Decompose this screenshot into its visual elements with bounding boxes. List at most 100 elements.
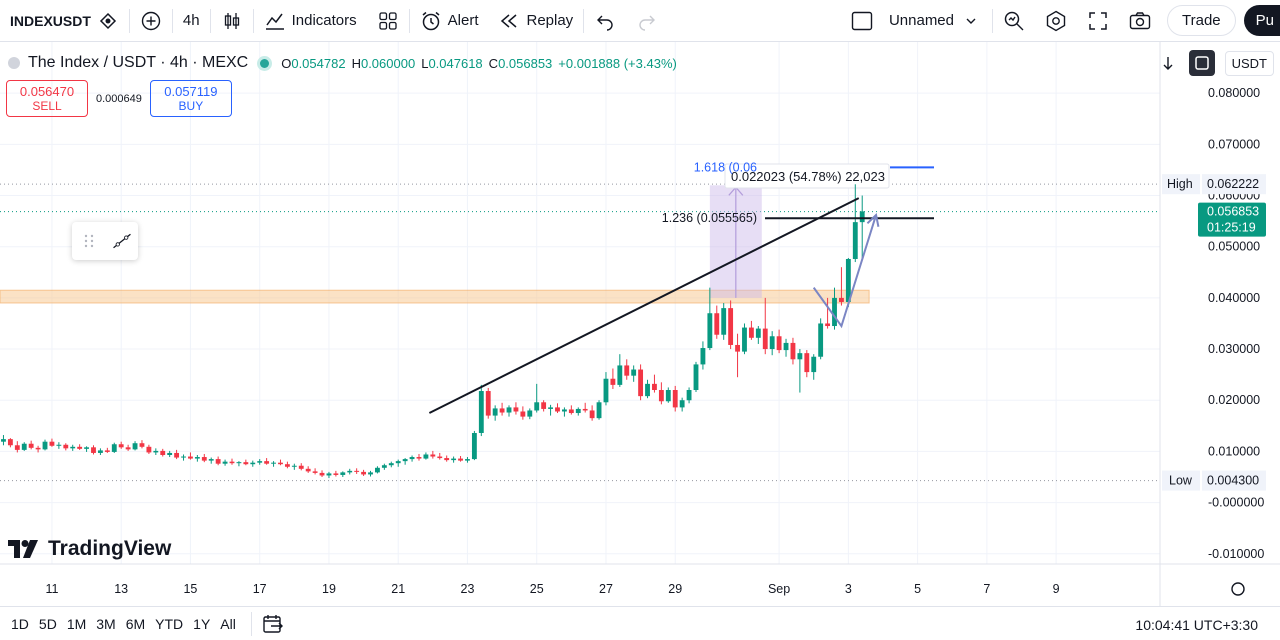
alert-label[interactable]: Alert xyxy=(447,12,479,29)
candle-body-down xyxy=(14,445,20,450)
last-price-value: 0.056853 xyxy=(1207,205,1259,219)
time-range-1y[interactable]: 1Y xyxy=(193,615,211,632)
snapshot-button[interactable] xyxy=(1119,0,1161,42)
time-range-1m[interactable]: 1M xyxy=(66,615,87,632)
candle-body-up xyxy=(181,456,186,458)
trendline[interactable] xyxy=(428,197,860,414)
sell-button[interactable]: 0.056470 SELL xyxy=(6,80,88,117)
object-tree-button[interactable] xyxy=(1188,50,1215,76)
layout-name[interactable]: Unnamed xyxy=(888,12,954,29)
time-range-6m[interactable]: 6M xyxy=(125,615,146,632)
undo-button[interactable] xyxy=(584,0,626,42)
ohlc-values: O0.054782 H0.060000 L0.047618 C0.056853 … xyxy=(281,56,677,71)
candle-body-down xyxy=(728,308,734,345)
candle-body-down xyxy=(762,328,768,350)
candle-body-up xyxy=(832,297,837,327)
candle-body-down xyxy=(541,402,547,409)
candle-body-down xyxy=(520,411,526,417)
candle-body-up xyxy=(340,472,346,475)
support-zone[interactable] xyxy=(0,289,870,304)
layers-icon xyxy=(1194,56,1209,70)
price-axis[interactable]: 0.0800000.0700000.0600000.0500000.040000… xyxy=(1208,86,1264,561)
fullscreen-button[interactable] xyxy=(1077,0,1119,42)
candle-body-up xyxy=(56,444,62,446)
go-to-date-icon[interactable] xyxy=(262,613,284,635)
high-tag-label: High xyxy=(1167,177,1193,191)
interval-label[interactable]: 4h xyxy=(182,12,200,29)
candle-body-down xyxy=(714,313,720,335)
publish-button[interactable]: Pu xyxy=(1243,5,1280,36)
candle-body-up xyxy=(208,459,214,461)
floating-drawing-toolbar[interactable] xyxy=(72,222,138,260)
candle-body-up xyxy=(769,336,775,350)
measure-tooltip: 0.022023 (54.78%) 22,023 xyxy=(731,169,885,184)
drawings[interactable]: 1.618 (0.06 1.236 (0.055565) xyxy=(428,160,934,414)
arrow-down-icon[interactable] xyxy=(1157,52,1179,74)
candle-body-up xyxy=(783,342,789,351)
trend-line-tool-icon[interactable] xyxy=(111,230,133,252)
high-tag-value: 0.062222 xyxy=(1207,177,1259,191)
time-range-all[interactable]: All xyxy=(220,615,236,632)
price-axis-label: -0.010000 xyxy=(1208,547,1264,561)
symbol-search[interactable]: INDEXUSDT xyxy=(0,0,129,42)
symbol-legend: The Index / USDT · 4h · MEXC O0.054782 H… xyxy=(0,50,677,76)
axis-settings-icon[interactable] xyxy=(1231,582,1245,596)
indicators-button[interactable]: Indicators xyxy=(254,0,367,42)
layout-menu[interactable]: Unnamed xyxy=(841,0,992,42)
support-zone-rect[interactable] xyxy=(0,289,870,304)
candle-body-down xyxy=(264,461,270,464)
time-range-ytd[interactable]: YTD xyxy=(155,615,184,632)
chart-title[interactable]: The Index / USDT · 4h · MEXC xyxy=(28,54,249,71)
candle-body-up xyxy=(271,462,276,464)
currency-selector[interactable]: USDT xyxy=(1224,50,1274,76)
alert-button[interactable]: Alert xyxy=(410,0,489,42)
clock[interactable]: 10:04:41 UTC+3:30 xyxy=(1135,617,1258,633)
sell-price: 0.056470 xyxy=(19,84,75,99)
candle-body-down xyxy=(28,443,34,448)
drag-handle-icon[interactable] xyxy=(78,230,100,252)
low-tag-label-bg xyxy=(1162,470,1200,491)
change-value: +0.001888 (+3.43%) xyxy=(558,55,677,71)
time-axis-label: 3 xyxy=(845,582,852,596)
quick-search-button[interactable] xyxy=(993,0,1035,42)
chart-type-button[interactable] xyxy=(211,0,253,42)
low-key: L xyxy=(421,55,429,71)
price-chart[interactable]: 0.022023 (54.78%) 22,023 1.618 (0.06 1.23… xyxy=(0,42,1280,606)
replay-button[interactable]: Replay xyxy=(488,0,583,42)
alarm-clock-icon xyxy=(420,10,442,32)
candle-body-down xyxy=(319,472,325,476)
chevron-down-icon[interactable] xyxy=(960,10,982,32)
candle-body-up xyxy=(21,443,27,450)
price-axis-label: 0.030000 xyxy=(1208,342,1260,356)
compare-button[interactable] xyxy=(130,0,172,42)
last-price-tag xyxy=(1198,202,1266,237)
candle-body-down xyxy=(7,439,13,446)
candle-body-up xyxy=(527,410,533,417)
buy-button[interactable]: 0.057119 BUY xyxy=(149,80,232,117)
interval-button[interactable]: 4h xyxy=(173,0,210,42)
indicators-label[interactable]: Indicators xyxy=(291,12,357,29)
trade-button[interactable]: Trade xyxy=(1167,5,1236,36)
candle-body-up xyxy=(742,327,747,352)
templates-button[interactable] xyxy=(367,0,409,42)
spread-value: 0.000649 xyxy=(96,92,142,105)
price-range-measure[interactable]: 0.022023 (54.78%) 22,023 xyxy=(709,163,890,298)
time-axis[interactable]: 11 13 15 17 19 21 23 25 27 29 Sep 3 5 7 9 xyxy=(45,582,1245,596)
replay-label[interactable]: Replay xyxy=(526,12,574,29)
redo-button[interactable] xyxy=(626,0,668,42)
camera-icon xyxy=(1129,10,1151,32)
candle-body-up xyxy=(561,409,567,412)
projection-path[interactable] xyxy=(812,214,878,329)
candle-body-down xyxy=(284,464,290,467)
time-range-1d[interactable]: 1D xyxy=(11,615,29,632)
candle-body-down xyxy=(672,390,678,408)
settings-button[interactable] xyxy=(1035,0,1077,42)
candle-body-down xyxy=(139,443,145,447)
symbol-name[interactable]: INDEXUSDT xyxy=(10,12,91,29)
time-range-3m[interactable]: 3M xyxy=(96,615,116,632)
candle-body-down xyxy=(118,444,124,448)
time-range-5d[interactable]: 5D xyxy=(38,615,57,632)
candle-body-up xyxy=(375,467,380,473)
candle-body-up xyxy=(153,450,159,453)
tradingview-logo-icon xyxy=(8,540,38,558)
